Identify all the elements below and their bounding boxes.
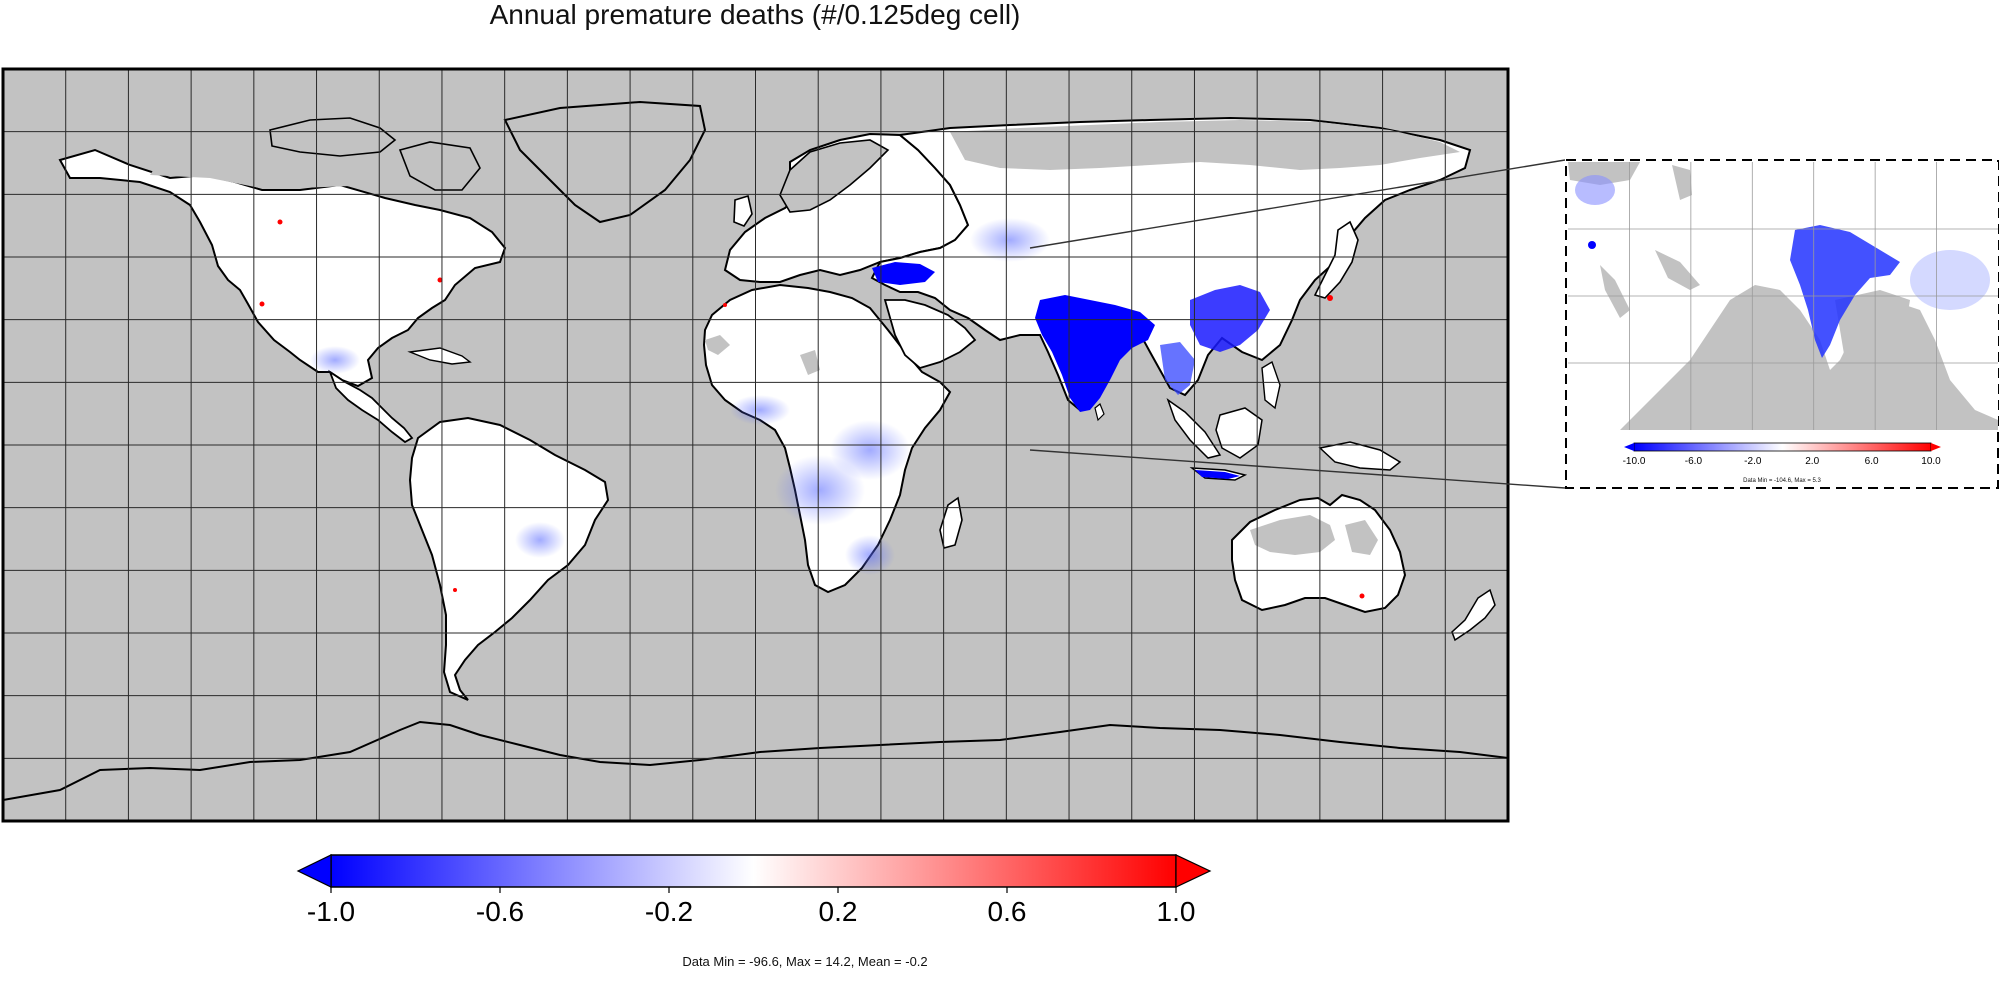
red-spot bbox=[277, 219, 283, 225]
mexico-diffuse bbox=[310, 346, 360, 374]
colorbar-tick-label: 0.2 bbox=[819, 896, 858, 927]
inset-red-sea bbox=[1600, 265, 1630, 318]
new-guinea bbox=[1318, 441, 1402, 471]
inset-colorbar-tick-label: 2.0 bbox=[1805, 456, 1819, 467]
caribbean-islands bbox=[407, 347, 472, 365]
sahara-no-data-2 bbox=[800, 350, 820, 375]
australia-no-data bbox=[1250, 515, 1335, 555]
map-title: Annual premature deaths (#/0.125deg cell… bbox=[489, 0, 1021, 30]
siberia-no-data bbox=[950, 120, 1460, 170]
china-hotspot bbox=[1190, 285, 1270, 352]
south-america bbox=[408, 416, 610, 701]
inset-colorbar-extend-low bbox=[1624, 443, 1634, 451]
uk bbox=[733, 194, 753, 227]
red-spot bbox=[1327, 295, 1333, 301]
inset-gridlines bbox=[1568, 162, 1998, 430]
inset-colorbar-tick-label: 10.0 bbox=[1921, 456, 1941, 467]
colorbar-extend-low bbox=[296, 854, 332, 888]
colorbar-tick-label: 1.0 bbox=[1157, 896, 1196, 927]
australia-no-data-east bbox=[1345, 520, 1378, 555]
inset-india-hotspot bbox=[1790, 225, 1900, 358]
south-africa-diffuse bbox=[845, 535, 895, 575]
inset-colorbar-gradient bbox=[1633, 442, 1932, 452]
colorbar-tick-label: -0.2 bbox=[645, 896, 693, 927]
arctic-islands bbox=[269, 117, 397, 157]
inset-gulf bbox=[1655, 250, 1700, 290]
red-spot bbox=[453, 588, 457, 592]
inset-caspian bbox=[1672, 165, 1692, 200]
baffin-island bbox=[398, 141, 481, 191]
central-america bbox=[328, 369, 414, 444]
inset-stats: Data Min = -104.6, Max = 5.3 bbox=[1743, 478, 1821, 484]
inset-connector-bottom bbox=[1029, 449, 1566, 489]
inset-colorbar-tick-label: -2.0 bbox=[1744, 456, 1762, 467]
inset-colorbar-tick-label: 6.0 bbox=[1865, 456, 1879, 467]
central-asia-diffuse bbox=[970, 218, 1050, 262]
turkey-hotspot bbox=[872, 262, 935, 285]
inset-colorbar-tick-label: -6.0 bbox=[1685, 456, 1703, 467]
colorbar-tick-label: -1.0 bbox=[307, 896, 355, 927]
southeast-asia-hotspot bbox=[1160, 342, 1195, 395]
new-zealand bbox=[1451, 588, 1496, 642]
antarctica bbox=[3, 720, 1508, 801]
canada-no-data bbox=[150, 148, 430, 205]
inset-colorbar-tick-label: -10.0 bbox=[1623, 456, 1646, 467]
map-gridlines bbox=[3, 69, 1508, 821]
madagascar bbox=[939, 496, 963, 549]
colorbar: -1.0 -0.6 -0.2 0.2 0.6 1.0 bbox=[296, 854, 1212, 927]
inset-connector-top bbox=[1029, 159, 1566, 249]
north-america bbox=[58, 148, 507, 388]
data-stats: Data Min = -96.6, Max = 14.2, Mean = -0.… bbox=[682, 954, 928, 969]
philippines bbox=[1261, 360, 1281, 410]
inset-hotspot bbox=[1588, 241, 1596, 249]
japan bbox=[1313, 220, 1359, 299]
red-spot bbox=[723, 303, 727, 307]
brazil-diffuse bbox=[515, 522, 565, 558]
red-spot bbox=[437, 277, 443, 283]
red-spot bbox=[1359, 593, 1365, 599]
colorbar-tick-label: 0.6 bbox=[988, 896, 1027, 927]
colorbar-tick-label: -0.6 bbox=[476, 896, 524, 927]
colorbar-extend-high bbox=[1175, 854, 1212, 888]
inset-colorbar-extend-high bbox=[1931, 443, 1941, 451]
sri-lanka bbox=[1094, 403, 1105, 422]
inset-diffuse bbox=[1910, 250, 1990, 310]
inset-diffuse bbox=[1575, 175, 1615, 205]
inset-bay-of-bengal bbox=[1835, 290, 1910, 380]
map-frame bbox=[1, 67, 1510, 823]
sahara-no-data bbox=[705, 335, 730, 355]
red-spot bbox=[259, 301, 265, 307]
arabian-peninsula bbox=[883, 299, 977, 370]
west-africa-diffuse bbox=[730, 395, 790, 425]
java-hotspot bbox=[1195, 470, 1240, 479]
